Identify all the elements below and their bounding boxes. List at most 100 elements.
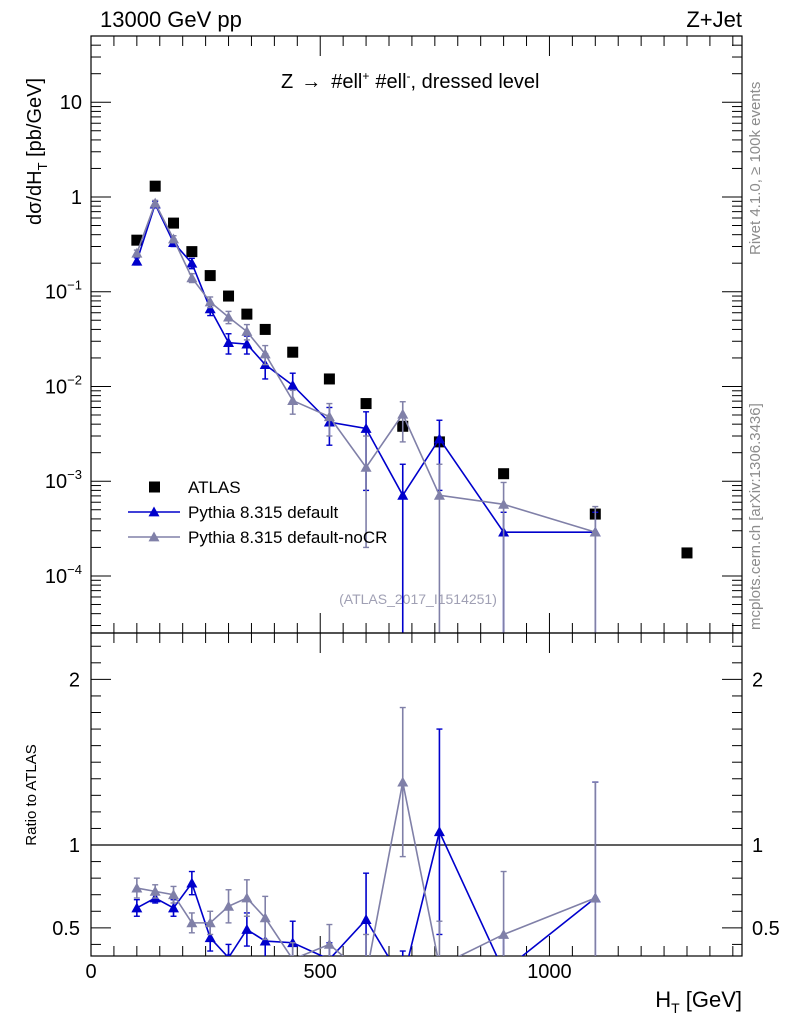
pythia-8-315-default-nocr-marker [168, 233, 180, 244]
main-plot-area [131, 180, 693, 633]
ratio-tick-labels: 0.5 0.5 1 1 2 2 0 500 1000 [52, 669, 780, 983]
pythia-8-315-default-nocr-marker [433, 489, 445, 500]
ratio-pythia-8-315-default-nocr-marker [323, 938, 335, 949]
ratio-pythia-8-315-default-marker [433, 826, 445, 837]
legend-marker-pythia-8-315-default-nocr [148, 531, 160, 542]
pythia-8-315-default-nocr-marker [204, 296, 216, 307]
ratio-pythia-8-315-default-nocr-marker [397, 776, 409, 787]
pythia-8-315-default-nocr-marker [360, 461, 372, 472]
main-panel: 10 1 10−1 10−2 10−3 10−4 Z → #ell+ #ell-, dresse… [24, 35, 743, 634]
main-y-tick-label: 10−2 [45, 372, 82, 398]
legend-label-atlas: ATLAS [188, 478, 241, 497]
ratio-pythia-8-315-default-marker [204, 932, 216, 943]
x-tick-label: 0 [85, 961, 96, 983]
main-title: Z → #ell+ #ell-, dressed level [281, 69, 539, 93]
ratio-y-tick-label: 1 [69, 835, 80, 857]
pythia-8-315-default-nocr-marker [323, 411, 335, 422]
ratio-pythia-8-315-default-nocr-marker [204, 917, 216, 928]
ratio-y-tick-label-right: 2 [752, 669, 763, 691]
main-y-tick-label: 10−1 [45, 278, 82, 304]
pythia-8-315-default-nocr-marker [241, 326, 253, 336]
main-y-tick-labels: 10 1 10−1 10−2 10−3 10−4 [45, 92, 82, 588]
atlas-marker [681, 547, 693, 559]
ratio-pythia-8-315-default-marker [360, 914, 372, 924]
ratio-pythia-8-315-default-nocr-marker [168, 889, 180, 900]
ratio-y-axis-label: Ratio to ATLAS [23, 744, 40, 845]
pythia-8-315-default-marker [433, 433, 445, 444]
x-tick-label: 500 [304, 961, 337, 983]
pythia-8-315-default-marker [287, 379, 299, 390]
ratio-pythia-8-315-default-nocr-marker [131, 882, 143, 893]
ratio-panel: 0.5 0.5 1 1 2 2 0 500 1000 Ratio to ATLAS HT [Ge… [23, 632, 780, 1016]
pythia-8-315-default-nocr-marker [498, 498, 510, 509]
x-tick-label: 1000 [527, 961, 572, 983]
ratio-pythia-8-315-default-nocr-marker [259, 912, 271, 923]
ratio-pythia-8-315-default-marker [498, 965, 509, 975]
main-y-ticks [91, 35, 742, 626]
ratio-pythia-8-315-default-nocr-marker [434, 960, 445, 970]
atlas-marker [186, 246, 198, 258]
ratio-plot-area [91, 706, 742, 985]
atlas-marker [204, 270, 216, 282]
ratio-ticks [90, 633, 742, 956]
legend: ATLAS Pythia 8.315 default Pythia 8.315 de… [128, 478, 387, 547]
legend-label-pythia-8-315-default-nocr: Pythia 8.315 default-noCR [188, 528, 387, 547]
header-right: Z+Jet [686, 7, 742, 32]
ratio-pythia-8-315-default-nocr-marker [291, 953, 294, 956]
pythia-8-315-default-nocr-marker [186, 272, 198, 283]
atlas-marker [223, 290, 235, 302]
rivet-version-label: Rivet 4.1.0, ≥ 100k events [747, 82, 764, 255]
legend-marker-atlas [149, 481, 160, 493]
pythia-8-315-default-nocr-marker [259, 348, 271, 359]
atlas-marker [131, 234, 143, 246]
main-y-tick-label: 10−4 [45, 562, 82, 588]
header: 13000 GeV pp Z+Jet [100, 7, 742, 32]
ratio-pythia-8-315-default-nocr-marker [361, 970, 372, 980]
pythia-8-315-default-nocr-marker [131, 247, 143, 258]
atlas-marker [168, 217, 180, 229]
pythia-8-315-default-nocr-marker [589, 526, 601, 537]
ratio-pythia-8-315-default-marker [241, 923, 253, 934]
atlas-marker [360, 398, 372, 410]
ratio-pythia-8-315-default-nocr-marker [223, 900, 235, 911]
pythia-8-315-default-nocr-marker [397, 408, 409, 419]
main-y-axis-label: dσ/dHT [pb/GeV] [24, 78, 50, 225]
header-left: 13000 GeV pp [100, 7, 242, 32]
pythia-8-315-default-nocr-marker [149, 197, 161, 208]
ratio-pythia-8-315-default-nocr-marker [498, 928, 510, 939]
ratio-y-tick-label-right: 0.5 [752, 918, 780, 940]
atlas-marker [149, 180, 161, 192]
ratio-pythia-8-315-default-nocr-marker [241, 892, 253, 903]
ratio-y-tick-label: 0.5 [52, 918, 80, 940]
analysis-watermark: (ATLAS_2017_I1514251) [339, 591, 497, 607]
pythia-8-315-default-marker [131, 255, 143, 266]
pythia-8-315-default-nocr-marker [223, 311, 235, 322]
ratio-pythia-8-315-default-marker [226, 952, 231, 956]
ratio-frame [90, 632, 743, 957]
main-y-tick-label: 10 [60, 92, 82, 114]
ratio-pythia-8-315-default-marker [397, 975, 408, 985]
pythia-8-315-default-marker [223, 337, 235, 348]
ratio-pythia-8-315-default-marker [186, 877, 198, 888]
atlas-marker [323, 373, 335, 385]
ratio-y-tick-label: 2 [69, 669, 80, 691]
atlas-marker [259, 323, 271, 335]
ratio-pythia-8-315-default-nocr-marker [186, 917, 198, 928]
atlas-marker [241, 308, 253, 320]
ratio-pythia-8-315-default-nocr-marker [589, 892, 601, 903]
x-axis-label: HT [GeV] [655, 987, 742, 1016]
pythia-8-315-default-marker [186, 257, 198, 268]
mcplots-label: mcplots.cern.ch [arXiv:1306.3436] [747, 403, 764, 630]
main-y-tick-label: 10−3 [45, 467, 82, 493]
ratio-pythia-8-315-default-marker [259, 935, 271, 946]
ratio-pythia-8-315-default-nocr-marker [149, 885, 161, 896]
ratio-y-tick-label-right: 1 [752, 835, 763, 857]
pythia-8-315-default-marker [360, 423, 372, 433]
atlas-marker [498, 468, 510, 480]
legend-marker-pythia-8-315-default [148, 506, 160, 517]
ratio-pythia-8-315-default-marker [168, 902, 180, 913]
pythia-8-315-default-nocr-marker [287, 395, 299, 405]
main-y-tick-label: 1 [71, 187, 82, 209]
legend-label-pythia-8-315-default: Pythia 8.315 default [188, 503, 339, 522]
